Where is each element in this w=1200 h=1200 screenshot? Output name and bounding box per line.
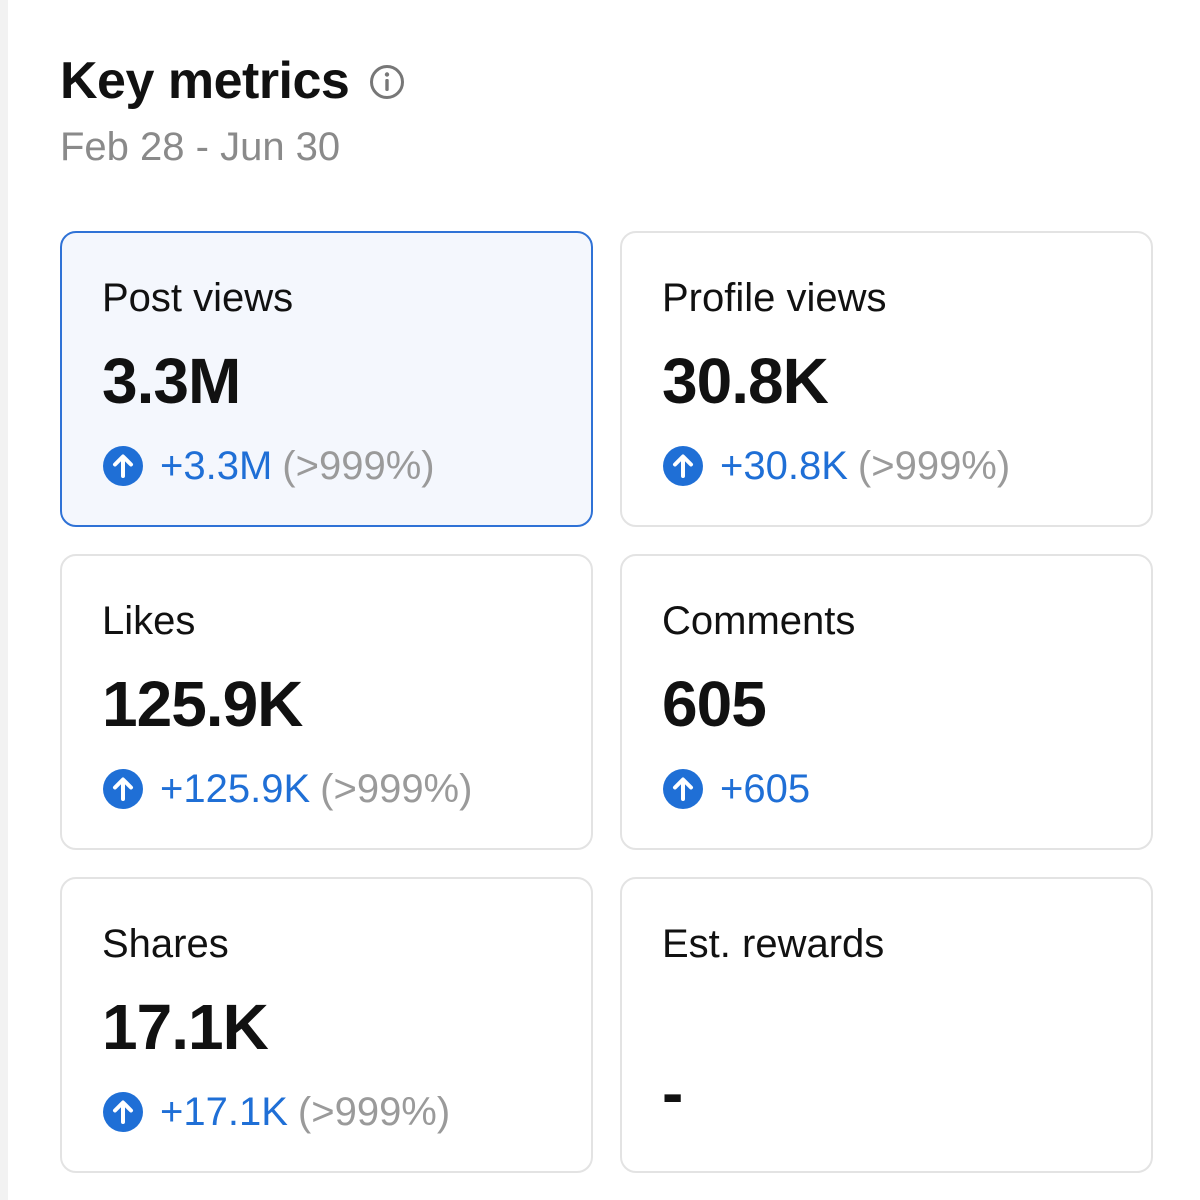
metric-value: 3.3M — [102, 345, 241, 417]
delta-value: +17.1K — [160, 1090, 288, 1134]
metric-card-comments[interactable]: Comments 605 +605 — [620, 554, 1153, 850]
date-range: Feb 28 - Jun 30 — [60, 125, 341, 169]
metric-delta: +3.3M (>999%) — [102, 443, 591, 489]
metric-label: Post views — [102, 276, 294, 320]
title-row: Key metrics — [60, 50, 405, 112]
metric-label: Comments — [662, 599, 856, 643]
metric-label: Shares — [102, 922, 229, 966]
metric-card-shares[interactable]: Shares 17.1K +17.1K (>999%) — [60, 877, 593, 1173]
left-edge-strip — [0, 0, 8, 1200]
info-icon[interactable] — [369, 64, 405, 100]
metric-card-post-views[interactable]: Post views 3.3M +3.3M (>999%) — [60, 231, 593, 527]
metrics-grid: Post views 3.3M +3.3M (>999%) Profile vi… — [60, 231, 1153, 1173]
metric-card-est-rewards[interactable]: Est. rewards - — [620, 877, 1153, 1173]
metric-value: 605 — [662, 668, 767, 740]
delta-value: +3.3M — [160, 444, 273, 488]
metric-card-profile-views[interactable]: Profile views 30.8K +30.8K (>999%) — [620, 231, 1153, 527]
metric-value: - — [662, 1057, 683, 1129]
page-title: Key metrics — [60, 52, 350, 110]
metric-label: Likes — [102, 599, 196, 643]
arrow-up-circle-icon — [663, 446, 703, 486]
metric-value: 17.1K — [102, 991, 269, 1063]
metric-card-likes[interactable]: Likes 125.9K +125.9K (>999%) — [60, 554, 593, 850]
arrow-up-circle-icon — [663, 769, 703, 809]
metric-value: 125.9K — [102, 668, 303, 740]
metric-label: Profile views — [662, 276, 887, 320]
metric-delta: +30.8K (>999%) — [662, 443, 1151, 489]
delta-value: +30.8K — [720, 444, 848, 488]
arrow-up-circle-icon — [103, 446, 143, 486]
delta-percent: (>999%) — [297, 1090, 451, 1134]
metric-value: 30.8K — [662, 345, 829, 417]
delta-value: +605 — [720, 767, 811, 811]
delta-value: +125.9K — [160, 767, 311, 811]
key-metrics-header: Key metrics Feb 28 - Jun 30 — [60, 50, 405, 172]
delta-percent: (>999%) — [282, 444, 435, 488]
arrow-up-circle-icon — [103, 1092, 143, 1132]
metric-delta: +605 — [662, 766, 1151, 812]
arrow-up-circle-icon — [103, 769, 143, 809]
delta-percent: (>999%) — [857, 444, 1011, 488]
delta-percent: (>999%) — [320, 767, 473, 811]
metric-delta: +17.1K (>999%) — [102, 1089, 591, 1135]
metric-label: Est. rewards — [662, 922, 885, 966]
metric-delta: +125.9K (>999%) — [102, 766, 591, 812]
